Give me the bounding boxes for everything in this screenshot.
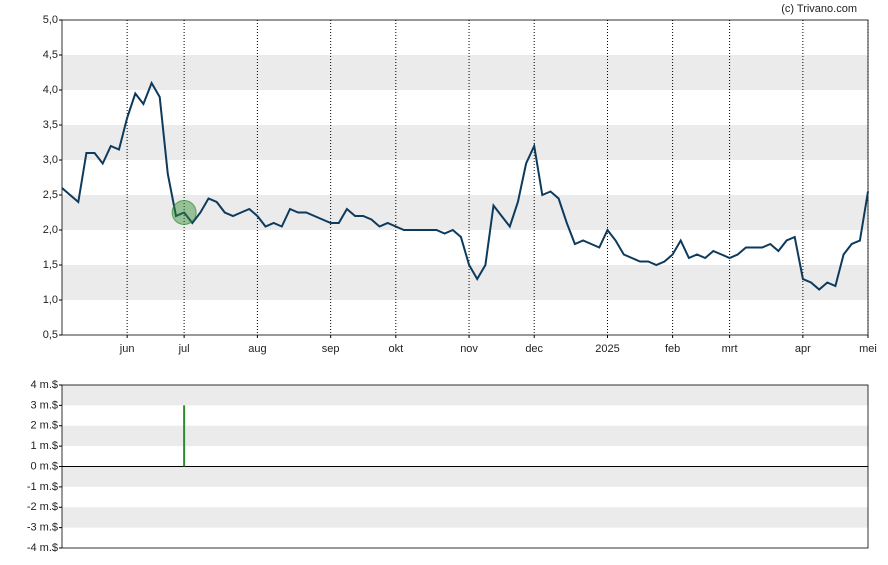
y-tick-label: 1 m.$ <box>30 440 58 452</box>
band <box>62 466 868 487</box>
y-tick-label: -3 m.$ <box>27 522 58 534</box>
y-tick-label: -2 m.$ <box>27 501 58 513</box>
x-tick-label: dec <box>525 343 543 355</box>
y-tick-label: 3,0 <box>43 154 58 166</box>
y-tick-label: 1,0 <box>43 294 58 306</box>
band <box>62 507 868 528</box>
x-tick-label: mei <box>859 343 877 355</box>
x-tick-label: feb <box>665 343 680 355</box>
credit: (c) Trivano.com <box>781 3 857 15</box>
y-tick-label: 4,5 <box>43 49 58 61</box>
y-tick-label: 4,0 <box>43 84 58 96</box>
band <box>62 55 868 90</box>
y-tick-label: 5,0 <box>43 14 58 26</box>
band <box>62 265 868 300</box>
band <box>62 425 868 447</box>
y-tick-label: 1,5 <box>43 259 58 271</box>
x-tick-label: okt <box>388 343 403 355</box>
y-tick-label: 0,5 <box>43 329 58 341</box>
y-tick-label: -1 m.$ <box>27 481 58 493</box>
event-marker <box>171 200 197 225</box>
y-tick-label: 2 m.$ <box>30 420 58 432</box>
y-tick-label: 3,5 <box>43 119 58 131</box>
x-tick-label: nov <box>460 343 478 355</box>
y-tick-label: 2,0 <box>43 224 58 236</box>
bar <box>183 405 186 467</box>
band <box>62 125 868 160</box>
plot-frame <box>61 19 869 336</box>
x-tick-label: mrt <box>722 343 738 355</box>
x-tick-label: jul <box>178 343 190 355</box>
price-line <box>61 80 869 291</box>
y-tick-label: 3 m.$ <box>30 399 58 411</box>
band <box>62 385 868 406</box>
x-tick-label: 2025 <box>595 343 619 355</box>
x-tick-label: apr <box>795 343 811 355</box>
x-tick-label: jun <box>119 343 135 355</box>
y-tick-label: 4 m.$ <box>30 379 58 391</box>
x-tick-label: sep <box>322 343 340 355</box>
y-tick-label: 2,5 <box>43 189 58 201</box>
y-tick-label: -4 m.$ <box>27 542 58 554</box>
x-tick-label: aug <box>248 343 266 355</box>
y-tick-label: 0 m.$ <box>30 460 58 472</box>
